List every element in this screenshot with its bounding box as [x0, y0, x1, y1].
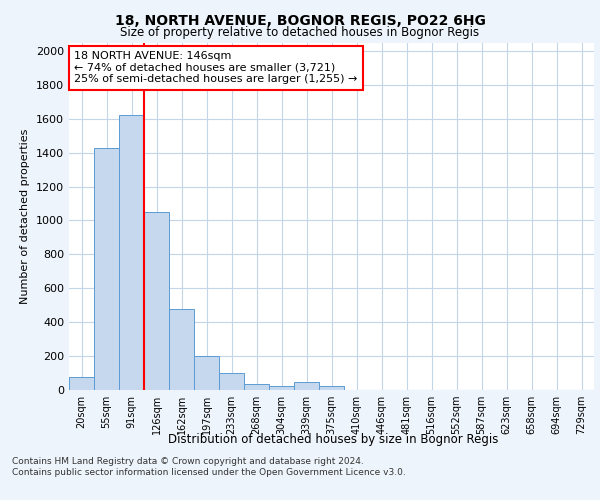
Bar: [69, 378, 94, 390]
Bar: [294, 382, 319, 390]
Text: 18 NORTH AVENUE: 146sqm
← 74% of detached houses are smaller (3,721)
25% of semi: 18 NORTH AVENUE: 146sqm ← 74% of detache…: [74, 51, 358, 84]
Bar: [144, 212, 169, 390]
Bar: [319, 386, 344, 390]
Text: Contains HM Land Registry data © Crown copyright and database right 2024.
Contai: Contains HM Land Registry data © Crown c…: [12, 458, 406, 477]
Bar: [119, 114, 144, 390]
Bar: [219, 373, 244, 390]
Bar: [194, 356, 219, 390]
Bar: [169, 310, 194, 390]
Text: Distribution of detached houses by size in Bognor Regis: Distribution of detached houses by size …: [168, 432, 498, 446]
Text: Size of property relative to detached houses in Bognor Regis: Size of property relative to detached ho…: [121, 26, 479, 39]
Bar: [94, 148, 119, 390]
Y-axis label: Number of detached properties: Number of detached properties: [20, 128, 31, 304]
Bar: [269, 386, 294, 390]
Bar: [244, 384, 269, 390]
Text: 18, NORTH AVENUE, BOGNOR REGIS, PO22 6HG: 18, NORTH AVENUE, BOGNOR REGIS, PO22 6HG: [115, 14, 485, 28]
